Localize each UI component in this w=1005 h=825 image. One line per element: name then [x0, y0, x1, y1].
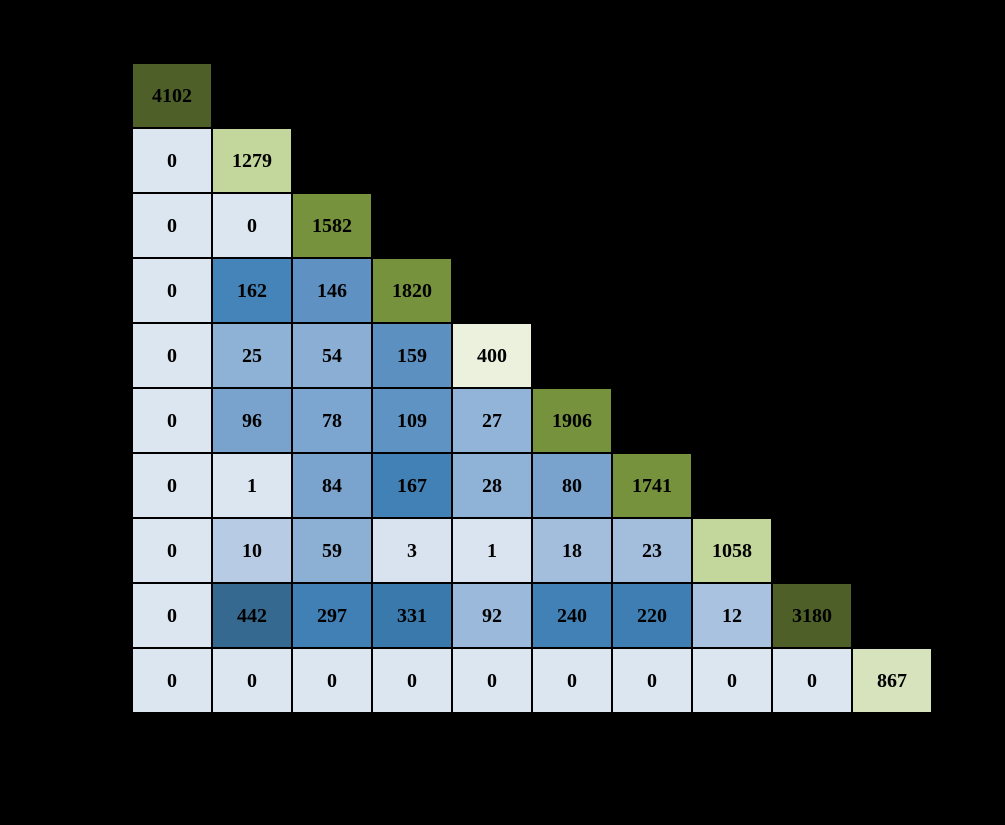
- matrix-cell-r7c4: 167: [372, 453, 452, 518]
- matrix-cell-r6c4: 109: [372, 388, 452, 453]
- matrix-cell-r7c2: 1: [212, 453, 292, 518]
- matrix-cell-r9c6: 240: [532, 583, 612, 648]
- matrix-cell-r4c1: 0: [132, 258, 212, 323]
- matrix-cell-r7c5: 28: [452, 453, 532, 518]
- matrix-cell-r3c1: 0: [132, 193, 212, 258]
- matrix-cell-r5c4: 159: [372, 323, 452, 388]
- matrix-cell-r2c1: 0: [132, 128, 212, 193]
- matrix-cell-r10c6: 0: [532, 648, 612, 713]
- matrix-cell-r9c8: 12: [692, 583, 772, 648]
- matrix-cell-r7c7: 1741: [612, 453, 692, 518]
- matrix-cell-r4c3: 146: [292, 258, 372, 323]
- matrix-cell-r8c2: 10: [212, 518, 292, 583]
- matrix-cell-r9c9: 3180: [772, 583, 852, 648]
- matrix-cell-r10c5: 0: [452, 648, 532, 713]
- matrix-cell-r8c4: 3: [372, 518, 452, 583]
- matrix-cell-r10c2: 0: [212, 648, 292, 713]
- matrix-cell-r9c7: 220: [612, 583, 692, 648]
- matrix-cell-r7c3: 84: [292, 453, 372, 518]
- matrix-cell-r7c1: 0: [132, 453, 212, 518]
- matrix-cell-r3c3: 1582: [292, 193, 372, 258]
- matrix-cell-r10c7: 0: [612, 648, 692, 713]
- matrix-cell-r8c6: 18: [532, 518, 612, 583]
- matrix-cell-r8c1: 0: [132, 518, 212, 583]
- matrix-cell-r1c1: 4102: [132, 63, 212, 128]
- matrix-cell-r7c6: 80: [532, 453, 612, 518]
- matrix-cell-r8c7: 23: [612, 518, 692, 583]
- matrix-cell-r6c5: 27: [452, 388, 532, 453]
- matrix-cell-r8c3: 59: [292, 518, 372, 583]
- matrix-cell-r9c1: 0: [132, 583, 212, 648]
- matrix-cell-r8c8: 1058: [692, 518, 772, 583]
- matrix-cell-r5c1: 0: [132, 323, 212, 388]
- matrix-cell-r9c2: 442: [212, 583, 292, 648]
- matrix-cell-r5c3: 54: [292, 323, 372, 388]
- matrix-cell-r10c8: 0: [692, 648, 772, 713]
- matrix-cell-r9c5: 92: [452, 583, 532, 648]
- matrix-cell-r4c2: 162: [212, 258, 292, 323]
- matrix-cell-r9c4: 331: [372, 583, 452, 648]
- matrix-cell-r6c1: 0: [132, 388, 212, 453]
- matrix-cell-r6c3: 78: [292, 388, 372, 453]
- matrix-cell-r9c3: 297: [292, 583, 372, 648]
- matrix-cell-r10c10: 867: [852, 648, 932, 713]
- matrix-cell-r5c2: 25: [212, 323, 292, 388]
- matrix-cell-r6c6: 1906: [532, 388, 612, 453]
- matrix-cell-r3c2: 0: [212, 193, 292, 258]
- matrix-cell-r6c2: 96: [212, 388, 292, 453]
- matrix-cell-r10c4: 0: [372, 648, 452, 713]
- matrix-cell-r2c2: 1279: [212, 128, 292, 193]
- matrix-cell-r10c3: 0: [292, 648, 372, 713]
- matrix-cell-r4c4: 1820: [372, 258, 452, 323]
- matrix-cell-r10c9: 0: [772, 648, 852, 713]
- matrix-cell-r5c5: 400: [452, 323, 532, 388]
- matrix-cell-r8c5: 1: [452, 518, 532, 583]
- triangular-heatmap: 4102 0 1279 0 0 1582 0 162 146 1820 0 25 54 159 400 0 96…: [132, 63, 932, 713]
- matrix-cell-r10c1: 0: [132, 648, 212, 713]
